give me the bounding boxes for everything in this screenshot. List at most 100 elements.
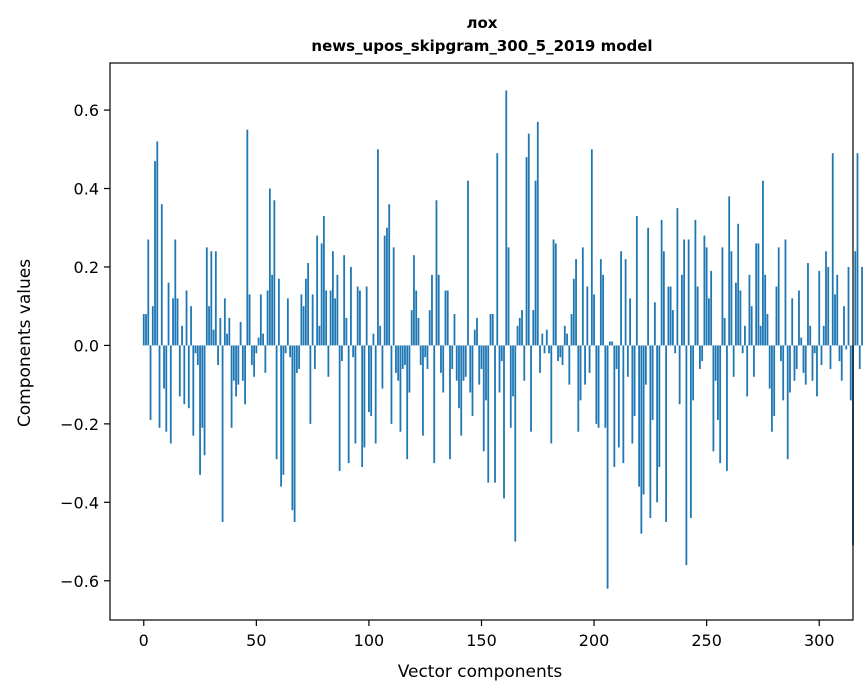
bar (311, 294, 314, 346)
bar (377, 149, 379, 346)
bar (473, 329, 476, 346)
bar (559, 345, 562, 358)
bar (246, 129, 249, 346)
bar (178, 345, 181, 397)
bar (255, 345, 258, 354)
bar (217, 345, 219, 366)
bar (176, 298, 179, 346)
bar (834, 294, 836, 346)
bar (239, 321, 242, 346)
bar (413, 255, 415, 346)
bar (273, 200, 276, 346)
bar (241, 345, 244, 381)
bar (199, 345, 201, 475)
bar (210, 251, 213, 346)
x-axis-label: Vector components (398, 662, 563, 682)
bar (730, 251, 733, 346)
bar (748, 274, 751, 346)
bar (800, 337, 803, 346)
bar (773, 345, 776, 417)
bar (266, 290, 269, 346)
bar (651, 345, 654, 420)
bar (208, 306, 210, 346)
bar (485, 345, 487, 401)
bar (503, 345, 505, 499)
bar (534, 180, 537, 346)
bar (635, 215, 638, 346)
bar (327, 345, 330, 377)
bar (739, 290, 742, 346)
bar (858, 345, 861, 369)
bar (316, 235, 319, 346)
bar (498, 345, 501, 393)
bar (156, 141, 159, 346)
plot-frame (109, 62, 854, 621)
bar (568, 345, 571, 385)
bar (577, 345, 580, 432)
bar (633, 345, 636, 417)
bar (843, 306, 845, 346)
bar (854, 251, 857, 346)
y-tick-label: −0.4 (60, 493, 99, 512)
bar (451, 345, 454, 369)
bar (849, 345, 852, 401)
bar (194, 345, 197, 354)
bar (203, 345, 206, 456)
bar (602, 274, 604, 346)
bar (329, 290, 332, 346)
bar (280, 345, 283, 487)
bar (244, 345, 246, 405)
bar (530, 345, 532, 432)
bar (163, 345, 165, 389)
bar (597, 345, 600, 428)
bar (667, 286, 670, 346)
bar (757, 243, 760, 346)
bar (415, 290, 418, 346)
bar (825, 251, 827, 346)
bar (500, 345, 503, 362)
bar (455, 345, 458, 381)
bar (680, 274, 683, 346)
bar (629, 298, 631, 346)
bar (840, 345, 843, 381)
bar (822, 325, 825, 346)
bar (172, 298, 174, 346)
bar (703, 235, 706, 346)
bar (584, 345, 586, 385)
bar (615, 345, 618, 369)
bar (570, 314, 573, 346)
bar (422, 345, 424, 436)
bar (786, 345, 789, 460)
bar (300, 294, 303, 346)
y-tick-label: −0.6 (60, 572, 99, 591)
bar (622, 345, 625, 464)
bar (313, 345, 316, 369)
bar (379, 325, 382, 346)
bar (390, 345, 393, 424)
bar (284, 345, 287, 354)
bar (332, 251, 334, 346)
bar (160, 204, 163, 346)
bar (624, 259, 627, 346)
bar (464, 345, 467, 377)
chart-title: лох (467, 14, 498, 32)
bar (293, 345, 296, 522)
bar (298, 345, 301, 369)
bar (744, 325, 746, 346)
bar (611, 341, 613, 346)
y-tick-label: 0.2 (74, 258, 99, 277)
bar (735, 282, 737, 346)
bar (428, 310, 431, 346)
bar (798, 290, 800, 346)
bar (599, 259, 602, 346)
bar (320, 243, 323, 346)
bar (541, 333, 544, 346)
bar (354, 345, 357, 444)
bar (608, 341, 611, 346)
bar (514, 345, 517, 542)
bar (221, 345, 224, 522)
bar (689, 345, 692, 519)
bar (417, 317, 420, 346)
bar (205, 247, 208, 346)
bar (453, 314, 456, 346)
